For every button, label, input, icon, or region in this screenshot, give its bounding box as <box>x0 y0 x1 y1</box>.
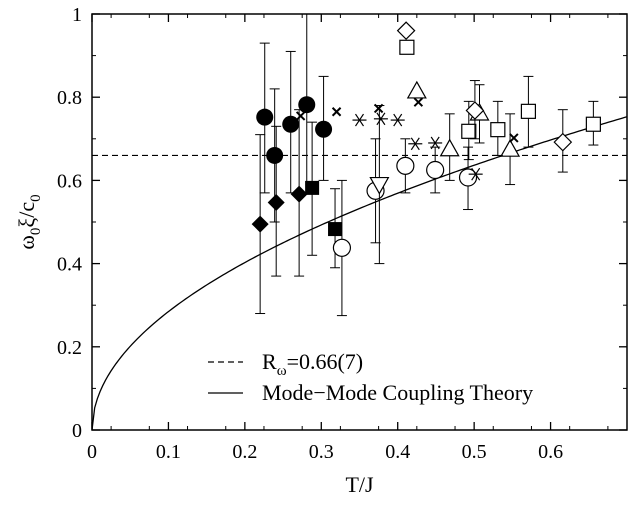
y-axis-label: ω0ξ/c0 <box>14 194 44 249</box>
legend: Rω=0.66(7) Mode−Mode Coupling Theory <box>208 349 533 405</box>
point-asterisk <box>471 167 481 181</box>
point-open-circle <box>332 238 352 257</box>
point-open-square <box>399 39 415 55</box>
point-open-circle <box>426 160 445 180</box>
point-open-diamond <box>396 21 416 40</box>
point-filled-circle <box>266 146 284 164</box>
point-filled-square <box>305 180 320 195</box>
point-open-square <box>461 123 477 139</box>
legend-label-theory: Mode−Mode Coupling Theory <box>262 380 533 405</box>
point-filled-circle <box>256 108 274 126</box>
x-axis-label: T/J <box>345 472 374 497</box>
point-x-cross <box>331 107 342 117</box>
point-x-cross <box>413 97 424 107</box>
y-tick-label: 0.4 <box>57 254 82 276</box>
point-open-triangle-up <box>406 80 427 99</box>
point-open-diamond <box>465 101 485 120</box>
point-filled-circle <box>315 120 333 138</box>
point-x-cross <box>295 111 306 121</box>
x-tick-label: 0.5 <box>462 441 487 463</box>
y-axis-ticks: 0 0.2 0.4 0.6 0.8 1 <box>57 4 627 442</box>
x-axis-ticks: 0 0.1 0.2 0.3 0.4 0.5 0.6 <box>87 14 609 463</box>
point-open-triangle-up <box>439 138 460 157</box>
x-tick-label: 0.4 <box>385 441 410 463</box>
point-open-circle <box>396 156 415 175</box>
y-tick-label: 0.6 <box>57 170 82 192</box>
point-open-diamond <box>553 132 573 152</box>
point-asterisk <box>410 137 420 151</box>
plot-frame <box>91 13 628 431</box>
point-filled-diamond <box>290 185 308 203</box>
point-open-square <box>585 116 601 132</box>
x-tick-label: 0.6 <box>538 441 563 463</box>
x-tick-label: 0.2 <box>232 441 257 463</box>
x-tick-label: 0.1 <box>156 441 181 463</box>
y-tick-label: 0 <box>72 420 82 442</box>
point-asterisk <box>355 113 364 127</box>
point-asterisk <box>393 113 403 127</box>
point-open-circle <box>458 168 478 187</box>
point-open-triangle-up <box>500 138 521 157</box>
y-tick-label: 0.8 <box>57 87 82 109</box>
point-x-cross <box>509 133 519 143</box>
y-tick-label: 1 <box>72 4 82 26</box>
data-marks <box>251 13 601 317</box>
legend-label-ratio: Rω=0.66(7) <box>262 349 363 379</box>
theory-curve <box>92 116 627 430</box>
point-asterisk <box>430 136 440 150</box>
point-filled-circle <box>298 96 316 114</box>
point-x-cross <box>373 103 384 114</box>
x-tick-label: 0 <box>87 441 97 463</box>
point-asterisk <box>376 112 386 126</box>
y-tick-label: 0.2 <box>57 337 82 359</box>
point-filled-diamond <box>267 193 285 211</box>
x-tick-label: 0.3 <box>309 441 334 463</box>
point-open-triangle-down <box>369 176 390 195</box>
point-filled-square <box>328 222 343 237</box>
point-filled-circle <box>282 115 300 133</box>
point-open-square <box>520 103 537 119</box>
point-open-square <box>490 122 506 138</box>
point-filled-diamond <box>251 215 269 233</box>
